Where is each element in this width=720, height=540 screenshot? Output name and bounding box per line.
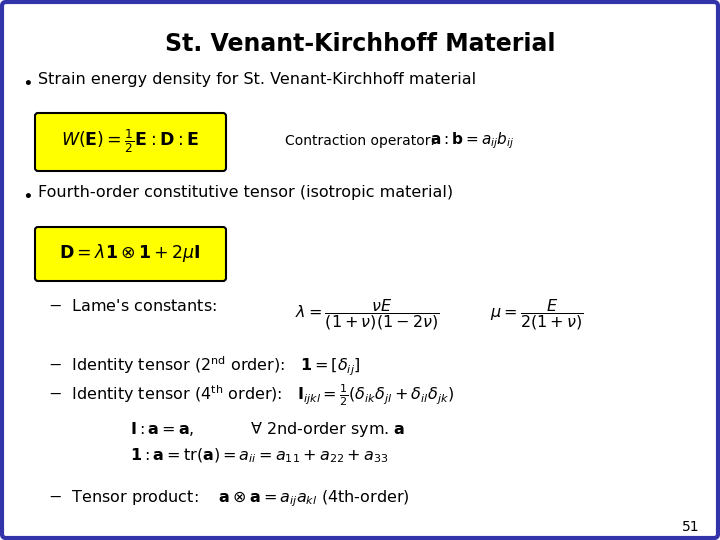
Text: $W(\mathbf{E}) = \frac{1}{2}\mathbf{E} : \mathbf{D} : \mathbf{E}$: $W(\mathbf{E}) = \frac{1}{2}\mathbf{E} :… (61, 127, 199, 155)
Text: $\mu = \dfrac{E}{2(1+\nu)}$: $\mu = \dfrac{E}{2(1+\nu)}$ (490, 298, 583, 333)
FancyBboxPatch shape (35, 113, 226, 171)
Text: $-$  Identity tensor (4$^\mathrm{th}$ order):   $\mathbf{I}_{ijkl} = \frac{1}{2}: $-$ Identity tensor (4$^\mathrm{th}$ ord… (48, 382, 454, 408)
Text: $\forall$ 2nd-order sym. $\mathbf{a}$: $\forall$ 2nd-order sym. $\mathbf{a}$ (250, 420, 405, 439)
Text: $-$  Tensor product:    $\mathbf{a} \otimes \mathbf{a} = a_{ij}a_{kl}$ (4th-orde: $-$ Tensor product: $\mathbf{a} \otimes … (48, 488, 410, 509)
Text: St. Venant-Kirchhoff Material: St. Venant-Kirchhoff Material (165, 32, 555, 56)
Text: Fourth-order constitutive tensor (isotropic material): Fourth-order constitutive tensor (isotro… (38, 185, 453, 200)
Text: 51: 51 (683, 520, 700, 534)
Text: $\mathbf{a} : \mathbf{b} = a_{ij}b_{ij}$: $\mathbf{a} : \mathbf{b} = a_{ij}b_{ij}$ (430, 131, 514, 151)
Text: $-$  Identity tensor (2$^\mathrm{nd}$ order):   $\mathbf{1} = [\delta_{ij}]$: $-$ Identity tensor (2$^\mathrm{nd}$ ord… (48, 355, 361, 379)
Text: Strain energy density for St. Venant-Kirchhoff material: Strain energy density for St. Venant-Kir… (38, 72, 476, 87)
Text: Contraction operator:: Contraction operator: (285, 134, 435, 148)
Text: $\mathbf{I} : \mathbf{a} = \mathbf{a},$: $\mathbf{I} : \mathbf{a} = \mathbf{a},$ (130, 420, 194, 438)
Text: $-$  Lame's constants:: $-$ Lame's constants: (48, 298, 217, 314)
Text: $\mathbf{1} : \mathbf{a} = \mathrm{tr}(\mathbf{a}) = a_{ii} = a_{11} + a_{22} + : $\mathbf{1} : \mathbf{a} = \mathrm{tr}(\… (130, 447, 388, 465)
FancyBboxPatch shape (35, 227, 226, 281)
Text: $\bullet$: $\bullet$ (22, 185, 32, 203)
Text: $\mathbf{D} = \lambda\mathbf{1} \otimes \mathbf{1} + 2\mu\mathbf{I}$: $\mathbf{D} = \lambda\mathbf{1} \otimes … (59, 242, 201, 264)
Text: $\lambda = \dfrac{\nu E}{(1+\nu)(1-2\nu)}$: $\lambda = \dfrac{\nu E}{(1+\nu)(1-2\nu)… (295, 298, 439, 333)
Text: $\bullet$: $\bullet$ (22, 72, 32, 90)
